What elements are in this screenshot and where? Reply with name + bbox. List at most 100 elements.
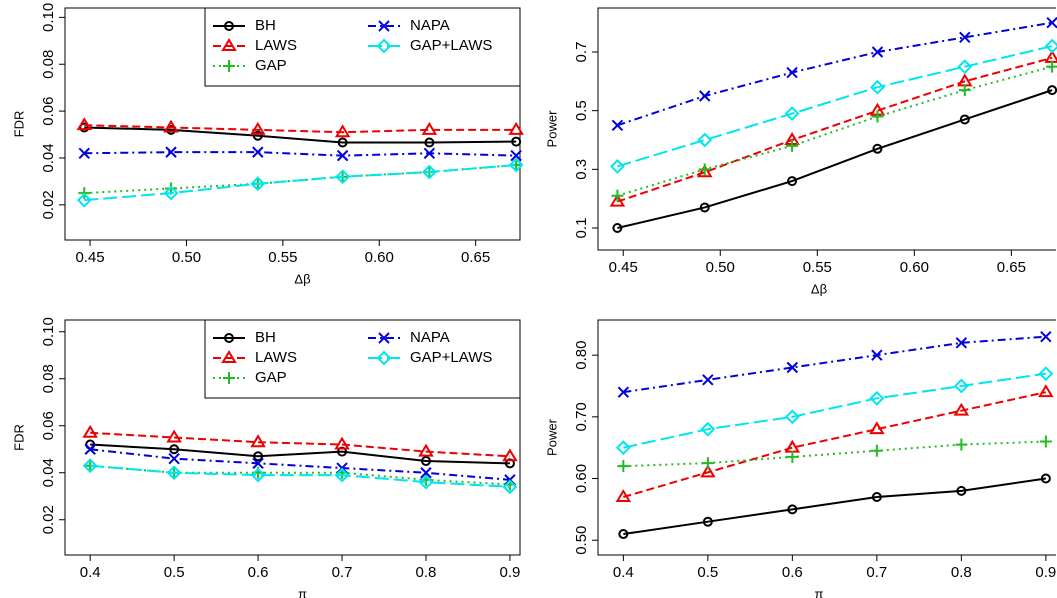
marker	[612, 223, 623, 233]
x-tick-label: 0.4	[613, 564, 634, 581]
marker	[169, 444, 180, 455]
marker	[1038, 384, 1054, 398]
marker	[786, 139, 799, 152]
marker	[615, 489, 632, 503]
x-axis-label: π	[815, 586, 824, 598]
marker	[872, 143, 883, 154]
marker	[871, 349, 883, 361]
series-line	[623, 335, 1046, 394]
marker	[953, 378, 969, 394]
marker	[697, 132, 713, 148]
marker	[1040, 330, 1052, 343]
series-line	[84, 126, 517, 144]
series-line	[90, 464, 510, 488]
marker	[611, 119, 624, 132]
marker	[959, 114, 970, 125]
marker	[1039, 435, 1052, 448]
series-line	[623, 372, 1047, 449]
marker	[250, 434, 266, 448]
y-axis-label: FDR	[11, 111, 26, 138]
marker	[334, 124, 351, 138]
series-line	[623, 391, 1047, 498]
marker	[337, 137, 348, 148]
marker	[955, 438, 968, 451]
marker	[1038, 366, 1054, 382]
marker	[1044, 49, 1057, 63]
marker	[786, 361, 799, 374]
x-tick-label: 0.50	[172, 249, 201, 266]
marker	[511, 136, 522, 147]
marker	[787, 176, 798, 187]
marker	[76, 117, 93, 131]
plot-frame	[597, 319, 1056, 556]
marker	[252, 130, 263, 141]
marker	[418, 443, 434, 457]
marker	[701, 457, 714, 470]
marker	[502, 479, 518, 495]
marker	[609, 158, 625, 174]
x-tick-label: 0.7	[866, 564, 887, 581]
x-tick-label: 0.65	[997, 259, 1026, 276]
x-tick-label: 0.5	[164, 564, 185, 581]
series-line	[90, 464, 510, 486]
marker	[618, 529, 629, 540]
y-tick-label: 0.10	[40, 317, 57, 346]
marker	[1046, 16, 1057, 29]
y-axis-label: Power	[544, 418, 559, 456]
marker	[871, 46, 884, 58]
marker	[871, 492, 882, 503]
marker	[223, 372, 235, 384]
marker	[702, 516, 713, 527]
x-tick-label: 0.65	[461, 249, 490, 266]
marker	[335, 169, 351, 185]
marker	[699, 202, 710, 213]
x-tick-label: 0.45	[75, 249, 104, 266]
marker	[870, 79, 885, 95]
marker	[420, 456, 431, 466]
marker	[250, 176, 266, 192]
y-tick-label: 0.02	[40, 505, 57, 534]
marker	[1040, 473, 1051, 484]
marker	[378, 332, 390, 344]
marker	[957, 59, 973, 75]
marker	[420, 467, 432, 479]
marker	[163, 185, 179, 201]
marker	[617, 460, 630, 473]
marker	[508, 157, 524, 173]
x-tick-label: 0.55	[268, 249, 297, 266]
legend-label: GAP	[255, 369, 287, 386]
marker	[698, 163, 711, 176]
marker	[787, 504, 798, 515]
x-tick-label: 0.4	[80, 564, 101, 581]
x-tick-label: 0.5	[697, 564, 718, 581]
marker	[955, 337, 968, 349]
legend-label: BH	[255, 329, 276, 346]
y-tick-label: 0.7	[573, 42, 590, 63]
x-tick-label: 0.7	[332, 564, 353, 581]
legend-label: GAP+LAWS	[410, 349, 492, 366]
series-line	[90, 431, 510, 458]
marker	[76, 192, 92, 208]
plot-frame	[597, 7, 1056, 251]
marker	[956, 485, 967, 496]
series-line	[84, 151, 517, 157]
marker	[376, 350, 392, 366]
marker	[82, 424, 98, 438]
series-line	[617, 56, 1053, 203]
marker	[421, 121, 438, 135]
marker	[336, 149, 349, 162]
marker	[166, 429, 182, 443]
marker	[1047, 85, 1057, 96]
marker	[421, 164, 437, 180]
marker	[376, 38, 392, 54]
legend-label: LAWS	[255, 349, 297, 366]
y-tick-label: 0.08	[40, 50, 57, 79]
marker	[871, 110, 884, 123]
marker	[870, 444, 883, 457]
marker	[334, 436, 350, 450]
marker	[958, 84, 971, 97]
legend-label: LAWS	[255, 37, 297, 54]
legend-box	[204, 319, 521, 399]
legend-box	[204, 7, 521, 87]
y-tick-label: 0.08	[40, 364, 57, 393]
